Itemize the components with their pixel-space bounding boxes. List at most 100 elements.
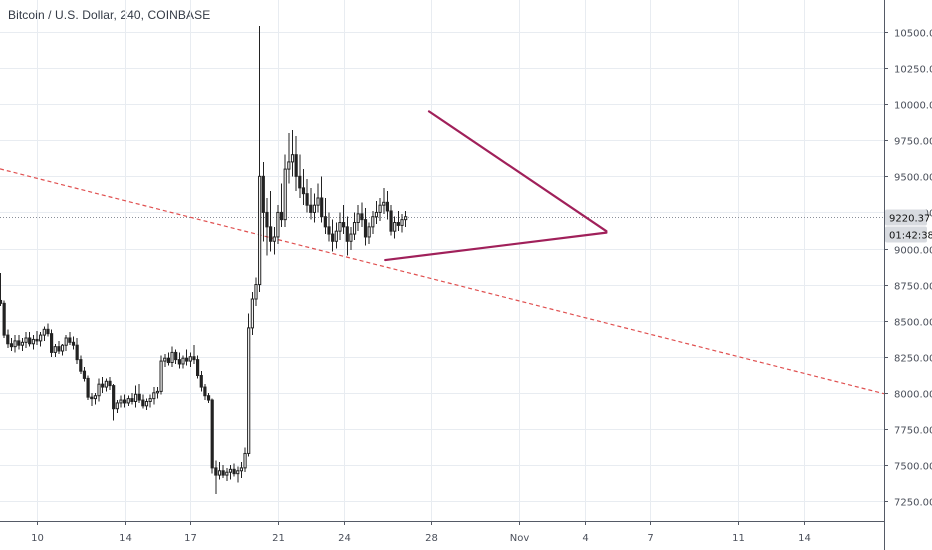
candle-body-down (71, 341, 76, 346)
candle-body-down (345, 226, 349, 242)
x-tick-label: 10 (31, 533, 44, 544)
candle-body-down (123, 399, 127, 404)
candle-body-down (6, 334, 10, 345)
candle (400, 213, 404, 233)
candle (239, 462, 243, 478)
candle (53, 343, 57, 357)
price-badges: 9220.37 01:42:38 (885, 209, 932, 243)
triangle-lower-line[interactable] (384, 231, 608, 262)
candle-body-down (196, 359, 200, 377)
candle (82, 366, 87, 382)
candle (188, 352, 192, 367)
x-tick-label: 17 (184, 533, 197, 544)
candle (309, 187, 313, 220)
candle (283, 154, 287, 227)
candle (352, 212, 357, 240)
candle (385, 190, 389, 220)
candle (199, 371, 203, 392)
last-price-value: 9220.37 (889, 214, 930, 225)
candle (374, 200, 379, 224)
candle (254, 277, 258, 307)
candle (269, 190, 273, 252)
x-tick-label: 24 (338, 533, 351, 544)
candle (290, 130, 295, 177)
candle (97, 378, 101, 402)
grid (0, 0, 884, 521)
candle (126, 395, 130, 406)
candle-body-down (323, 216, 327, 228)
candle-body-up (352, 222, 357, 235)
candle-body-up (97, 383, 101, 397)
candle (115, 400, 119, 414)
y-tick-label: 9500.00 (894, 173, 932, 184)
candle-body-up (334, 230, 338, 242)
triangle-upper-line[interactable] (427, 110, 608, 233)
candle-body-up (239, 467, 243, 472)
candle (31, 335, 35, 350)
candle (86, 375, 90, 401)
candle-body-up (104, 380, 108, 388)
candle (133, 385, 138, 408)
countdown-badge: 01:42:38 (885, 226, 932, 243)
candle (287, 133, 291, 184)
x-tick-label: 21 (272, 533, 285, 544)
candle-body-up (39, 334, 43, 342)
candle (196, 355, 200, 379)
candle (389, 205, 393, 236)
candle (185, 349, 189, 366)
candle (192, 345, 196, 364)
countdown-value: 01:42:38 (889, 231, 932, 242)
candle-body-up (371, 216, 375, 228)
trendlines[interactable] (0, 110, 885, 395)
candle (166, 352, 170, 366)
candle-body-down (301, 187, 306, 195)
candle-body-up (382, 201, 386, 206)
candle (301, 169, 306, 206)
candle-body-down (50, 333, 54, 353)
y-tick-label: 10000.00 (894, 101, 932, 112)
candle-body-down (185, 357, 189, 362)
candle-body-down (57, 346, 61, 352)
candle (210, 398, 214, 474)
dashed-trendline[interactable] (0, 168, 885, 395)
candle-body-down (9, 343, 14, 348)
candle-body-down (261, 175, 265, 213)
candle (232, 463, 236, 477)
candle-body-up (228, 468, 233, 473)
candle (236, 466, 240, 483)
candle (279, 183, 284, 227)
candle (101, 376, 105, 393)
candle (50, 329, 54, 357)
candle-body-up (217, 470, 222, 476)
candle-body-up (290, 154, 295, 163)
candle (221, 465, 225, 478)
candle-body-up (155, 390, 160, 394)
candle-body-down (137, 393, 141, 401)
y-tick-label: 8500.00 (894, 318, 932, 329)
candle (349, 226, 353, 250)
candle-body-up (159, 360, 163, 392)
candle-body-down (298, 175, 302, 189)
candle (360, 202, 364, 227)
chart-title: Bitcoin / U.S. Dollar, 240, COINBASE (8, 8, 211, 22)
candle-body-up (404, 216, 408, 221)
y-tick-label: 7500.00 (894, 462, 932, 473)
candle (112, 384, 116, 421)
candle-body-up (188, 356, 192, 362)
candle (104, 378, 108, 392)
candle-body-up (367, 226, 371, 238)
candle-body-up (243, 452, 247, 469)
candle-body-down (309, 204, 313, 213)
candle (323, 197, 327, 235)
candle (265, 197, 269, 256)
candle-body-up (170, 351, 174, 364)
candle-body-up (312, 204, 316, 213)
candle-body-down (389, 210, 393, 232)
candle (123, 394, 127, 408)
candle (68, 332, 72, 346)
x-tick-label: 11 (732, 533, 745, 544)
candle-body-down (90, 396, 94, 400)
candle (225, 467, 229, 481)
candle-body-down (35, 338, 39, 342)
